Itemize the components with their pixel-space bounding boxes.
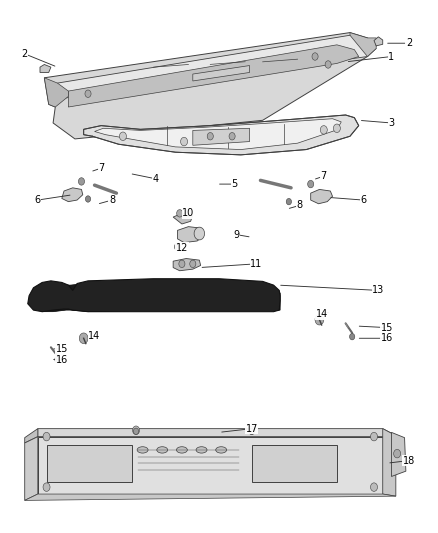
- Polygon shape: [392, 432, 406, 477]
- Polygon shape: [62, 188, 83, 201]
- Polygon shape: [95, 119, 341, 150]
- Text: 1: 1: [389, 52, 395, 61]
- Circle shape: [174, 243, 180, 251]
- Circle shape: [286, 198, 291, 205]
- Polygon shape: [25, 437, 38, 500]
- Circle shape: [371, 483, 378, 491]
- Text: 7: 7: [98, 163, 104, 173]
- Polygon shape: [38, 429, 396, 439]
- Text: 4: 4: [152, 174, 159, 184]
- Circle shape: [315, 314, 324, 325]
- Bar: [252, 445, 337, 482]
- Text: 5: 5: [231, 179, 237, 189]
- Circle shape: [78, 177, 85, 185]
- Ellipse shape: [196, 447, 207, 453]
- Circle shape: [307, 180, 314, 188]
- Circle shape: [371, 432, 378, 441]
- Text: 8: 8: [297, 200, 303, 211]
- Circle shape: [185, 209, 191, 217]
- Polygon shape: [38, 437, 383, 494]
- Polygon shape: [28, 279, 280, 312]
- Text: 8: 8: [109, 195, 115, 205]
- Text: 16: 16: [381, 333, 393, 343]
- Bar: [46, 445, 132, 482]
- Polygon shape: [383, 429, 396, 496]
- Circle shape: [179, 260, 185, 268]
- Circle shape: [85, 196, 91, 202]
- Circle shape: [180, 138, 187, 146]
- Circle shape: [248, 426, 255, 434]
- Text: 3: 3: [389, 118, 395, 128]
- Circle shape: [133, 426, 140, 434]
- Text: 18: 18: [403, 456, 415, 465]
- Text: 6: 6: [360, 195, 366, 205]
- Polygon shape: [33, 281, 280, 301]
- Polygon shape: [193, 66, 250, 81]
- Circle shape: [320, 126, 327, 134]
- Polygon shape: [25, 494, 396, 500]
- Polygon shape: [84, 115, 359, 155]
- Circle shape: [55, 357, 60, 363]
- Polygon shape: [173, 213, 193, 224]
- Polygon shape: [44, 78, 68, 107]
- Polygon shape: [33, 281, 280, 312]
- Polygon shape: [374, 37, 383, 46]
- Circle shape: [43, 483, 50, 491]
- Circle shape: [325, 61, 331, 68]
- Circle shape: [194, 227, 205, 240]
- Circle shape: [190, 260, 196, 268]
- Circle shape: [350, 334, 355, 340]
- Text: 14: 14: [88, 330, 101, 341]
- Circle shape: [120, 132, 127, 141]
- Circle shape: [177, 209, 183, 217]
- Text: 17: 17: [246, 424, 258, 434]
- Circle shape: [85, 90, 91, 98]
- Circle shape: [207, 133, 213, 140]
- Circle shape: [394, 449, 401, 458]
- Text: 13: 13: [372, 286, 385, 295]
- Text: 15: 15: [381, 322, 393, 333]
- Text: 16: 16: [56, 354, 68, 365]
- Ellipse shape: [177, 447, 187, 453]
- Ellipse shape: [157, 447, 168, 453]
- Polygon shape: [25, 429, 38, 443]
- Polygon shape: [177, 227, 204, 243]
- Circle shape: [79, 333, 88, 344]
- Text: 7: 7: [321, 171, 327, 181]
- Text: 14: 14: [315, 309, 328, 319]
- Circle shape: [229, 133, 235, 140]
- Circle shape: [312, 53, 318, 60]
- Ellipse shape: [216, 447, 226, 453]
- Polygon shape: [311, 189, 332, 204]
- Text: 12: 12: [176, 243, 188, 253]
- Polygon shape: [193, 128, 250, 146]
- Circle shape: [333, 124, 340, 133]
- Ellipse shape: [137, 447, 148, 453]
- Polygon shape: [173, 259, 201, 271]
- Text: 2: 2: [21, 49, 28, 59]
- Circle shape: [43, 432, 50, 441]
- Polygon shape: [44, 33, 376, 139]
- Polygon shape: [57, 35, 376, 99]
- Text: 2: 2: [406, 38, 412, 48]
- Text: 11: 11: [250, 259, 262, 269]
- Circle shape: [134, 428, 139, 434]
- Polygon shape: [40, 64, 51, 72]
- Circle shape: [249, 428, 254, 434]
- Text: 6: 6: [35, 195, 41, 205]
- Text: 9: 9: [233, 230, 240, 240]
- Text: 10: 10: [182, 208, 194, 219]
- Text: 15: 15: [56, 344, 68, 354]
- Polygon shape: [350, 33, 376, 56]
- Polygon shape: [68, 45, 359, 107]
